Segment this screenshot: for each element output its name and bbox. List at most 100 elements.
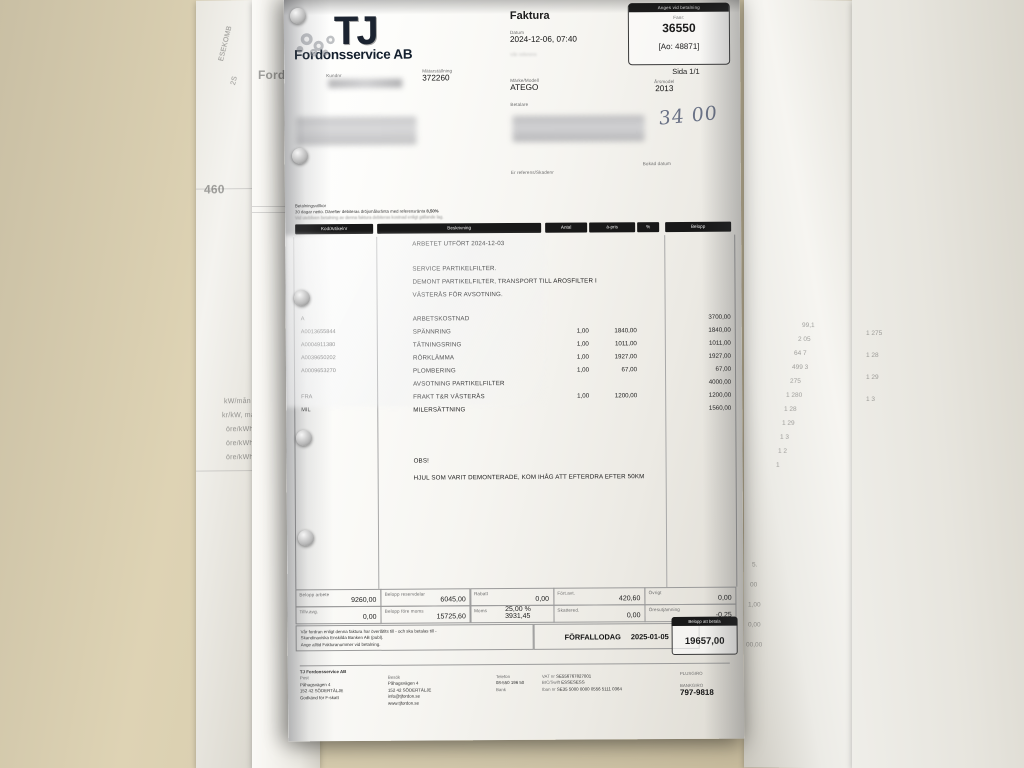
row-code: A bbox=[300, 316, 305, 323]
total-labour-value: 9260,00 bbox=[351, 596, 377, 604]
bg-right-num-1: 2 05 bbox=[798, 335, 811, 344]
row-amount: 1927,00 bbox=[708, 352, 731, 360]
odometer-value: 372260 bbox=[422, 73, 450, 83]
footer-company-block: TJ Fordonsservice AB Post Påhagsvägen 4 … bbox=[300, 669, 386, 702]
footer-visit-block: Besök Påhagsvägen 4 152 42 SÖDERTÄLJE in… bbox=[388, 674, 492, 707]
payer-label: Betalare bbox=[510, 101, 529, 108]
row-description: FRAKT T&R VÄSTERÅS bbox=[413, 393, 485, 401]
table-row: VÄSTERÅS FÖR AVSOTNING. bbox=[295, 290, 735, 305]
bg-left-text-6: öre/kWh bbox=[226, 440, 254, 448]
odometer-field: Mätarställning 372260 bbox=[422, 68, 452, 82]
total-before-vat: Belopp före moms 15725,60 bbox=[380, 605, 471, 624]
row-description: AVSOTNING PARTIKELFILTER bbox=[413, 380, 505, 388]
total-vat-value: 3931,45 bbox=[505, 612, 531, 620]
table-row-note-heading: OBS! bbox=[296, 456, 736, 471]
bg-left-text-1: 2S bbox=[230, 75, 239, 86]
invoice-number-label: Fanr: bbox=[673, 14, 685, 21]
row-description: ARBETET UTFÖRT 2024-12-03 bbox=[412, 240, 505, 248]
table-body: ARBETET UTFÖRT 2024-12-03 SERVICE PARTIK… bbox=[293, 234, 738, 590]
binder-ring bbox=[298, 530, 314, 546]
column-header-description: Beskrivning bbox=[377, 222, 542, 234]
year-model-field: Årsmodel 2013 bbox=[636, 79, 692, 93]
year-model-value: 2013 bbox=[655, 84, 674, 94]
row-description: TÄTNINGSRING bbox=[412, 341, 462, 349]
company-logo: TJ Fordonsservice AB bbox=[294, 9, 450, 63]
payer-value-redacted bbox=[512, 115, 645, 143]
factoring-line-3: Ange alltid Fakturanummer vid betalning. bbox=[300, 641, 381, 648]
row-amount: 3700,00 bbox=[708, 313, 731, 321]
row-description: PLOMBERING bbox=[412, 367, 456, 375]
row-description: SPÄNNRING bbox=[412, 328, 451, 336]
table-row-note-body: HJUL SOM VARIT DEMONTERADE, KOM IHÅG ATT… bbox=[296, 473, 736, 488]
bg-right-num-10: 1 bbox=[776, 461, 780, 469]
bg-right-num-3: 499 3 bbox=[792, 363, 809, 372]
binder-ring bbox=[294, 290, 310, 306]
total-tax-reduction: Skattered. 0,00 bbox=[553, 604, 646, 623]
row-amount: 1840,00 bbox=[708, 326, 731, 334]
note-heading: OBS! bbox=[413, 457, 429, 465]
total-manufacturing-fee-label: Tillv.avg. bbox=[299, 608, 319, 614]
document-title: Faktura bbox=[509, 9, 550, 23]
row-unit-price: 1840,00 bbox=[614, 327, 637, 335]
amount-due-value: 19657,00 bbox=[684, 635, 725, 647]
row-unit-price: 1011,00 bbox=[614, 340, 637, 348]
total-before-vat-label: Belopp före moms bbox=[384, 608, 424, 614]
row-description: ARBETSKOSTNAD bbox=[412, 315, 470, 323]
total-consumables: Fört.avt. 420,60 bbox=[553, 587, 646, 606]
customer-address-redacted bbox=[296, 116, 417, 146]
gears-icon bbox=[296, 33, 335, 57]
invoice-number-value: 36550 bbox=[662, 20, 696, 36]
column-header-unit-price: á-pris bbox=[589, 222, 636, 233]
invoice-footer: TJ Fordonsservice AB Post Påhagsvägen 4 … bbox=[296, 662, 738, 705]
footer-f-tax-note: Godkänd för F-skatt bbox=[299, 694, 339, 700]
vehicle-model-value: ATEGO bbox=[510, 82, 539, 93]
total-discount-label: Rabatt bbox=[473, 590, 489, 596]
row-quantity: 1,00 bbox=[576, 327, 589, 335]
row-description: SERVICE PARTIKELFILTER. bbox=[412, 265, 497, 273]
customer-number-label: Kundnr bbox=[326, 73, 342, 79]
total-parts-value: 6045,00 bbox=[440, 595, 466, 604]
total-vat: Moms 25,00 % 3931,45 bbox=[470, 604, 555, 623]
total-before-vat-value: 15725,60 bbox=[436, 612, 466, 621]
bg-right-num-2: 64 7 bbox=[794, 349, 807, 357]
row-unit-price: 1200,00 bbox=[614, 392, 638, 400]
row-quantity: 1,00 bbox=[576, 366, 590, 374]
bg-far-num-2: 1 29 bbox=[866, 374, 879, 381]
row-description: VÄSTERÅS FÖR AVSOTNING. bbox=[412, 291, 503, 299]
total-manufacturing-fee: Tillv.avg. 0,00 bbox=[295, 605, 382, 625]
total-tax-reduction-value: 0,00 bbox=[626, 611, 641, 620]
footer-website[interactable]: www.tjfordon.se bbox=[388, 700, 420, 706]
bg-left-text-5: öre/kWh bbox=[226, 426, 254, 434]
bg-right-num-7: 1 29 bbox=[782, 419, 795, 427]
total-consumables-label: Fört.avt. bbox=[557, 590, 576, 596]
total-manufacturing-fee-value: 0,00 bbox=[362, 613, 377, 621]
bg-far-num-3: 1 3 bbox=[866, 396, 876, 403]
invoice-date-field: Datum 2024-12-06, 07:40 bbox=[510, 30, 577, 44]
work-order-number: [Ao: 48871] bbox=[658, 41, 700, 52]
our-reference-field: Vår referens bbox=[510, 52, 537, 57]
footer-bic-label: BIC/Swift bbox=[541, 680, 561, 686]
row-code: A0009653270 bbox=[300, 368, 336, 375]
row-unit-price: 1927,00 bbox=[614, 353, 637, 361]
bg-right-num-15: 00,00 bbox=[746, 641, 763, 649]
total-labour-label: Belopp arbete bbox=[299, 591, 330, 597]
row-amount: 1560,00 bbox=[708, 404, 732, 412]
row-amount: 1011,00 bbox=[708, 339, 731, 347]
payer-field: Betalare bbox=[510, 102, 528, 107]
vehicle-model-field: Märke/Modell ATEGO bbox=[510, 78, 539, 92]
footer-bankgiro-value: 797-9818 bbox=[679, 687, 714, 697]
bg-right-num-9: 1 2 bbox=[778, 447, 788, 455]
column-header-percent: % bbox=[637, 222, 660, 232]
row-quantity: 1,00 bbox=[576, 353, 589, 361]
row-description: DEMONT PARTIKELFILTER, TRANSPORT TILL AR… bbox=[412, 277, 597, 286]
row-quantity: 1,00 bbox=[576, 340, 589, 348]
total-discount-value: 0,00 bbox=[535, 595, 550, 603]
amount-due-box: Belopp att betala 19657,00 bbox=[671, 616, 738, 656]
interest-rate: 8,50% bbox=[426, 208, 439, 214]
bg-right-num-6: 1 28 bbox=[784, 405, 797, 413]
line-items-table: Kod/Artikelnr Beskrivning Antal á-pris %… bbox=[293, 221, 738, 590]
due-date-value: 2025-01-05 bbox=[630, 631, 669, 641]
handwritten-annotation: 34 00 bbox=[658, 102, 719, 130]
total-other-label: Övrigt bbox=[648, 589, 662, 595]
